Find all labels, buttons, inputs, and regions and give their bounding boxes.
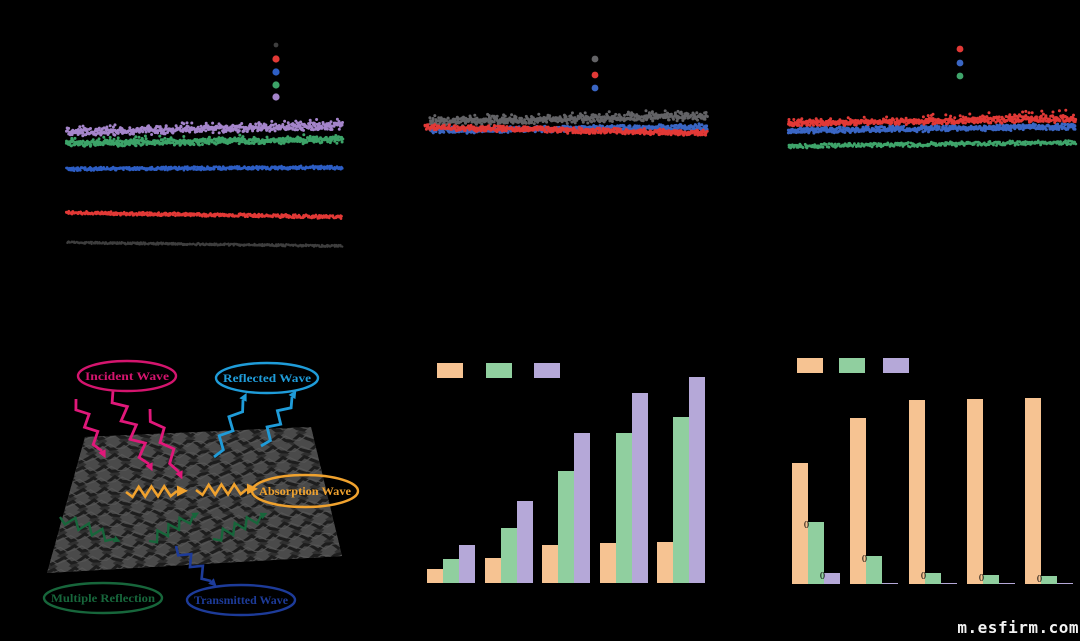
incident-wave-text: Incident Wave [85, 369, 170, 383]
panel-c-legend [956, 45, 964, 80]
label-reflected-wave: Reflected Wave [214, 361, 320, 395]
reflected-wave-text: Reflected Wave [223, 371, 312, 385]
label-absorption-wave: Absorption Wave [250, 473, 360, 509]
label-transmitted-wave: Transmitted Wave [185, 583, 297, 617]
label-incident-wave: Incident Wave [76, 359, 178, 393]
panel-e-bars [427, 377, 705, 583]
panel-b-legend [591, 55, 599, 92]
panel-a-legend [272, 42, 280, 101]
panel-b-series [423, 109, 709, 137]
absorption-wave-text: Absorption Wave [259, 484, 352, 498]
panel-a-series [64, 117, 345, 248]
panel-c-series [786, 108, 1078, 150]
diagram-labels: Incident Wave Reflected Wave Absorption … [42, 359, 360, 617]
label-multiple-reflection: Multiple Reflection [42, 581, 164, 615]
panel-f-legend [797, 358, 909, 373]
panel-e-legend [437, 363, 560, 378]
transmitted-wave-text: Transmitted Wave [194, 593, 289, 607]
watermark: m.esfirm.com [957, 618, 1079, 637]
multiple-reflection-text: Multiple Reflection [51, 591, 155, 605]
wave-arrows [58, 390, 297, 587]
